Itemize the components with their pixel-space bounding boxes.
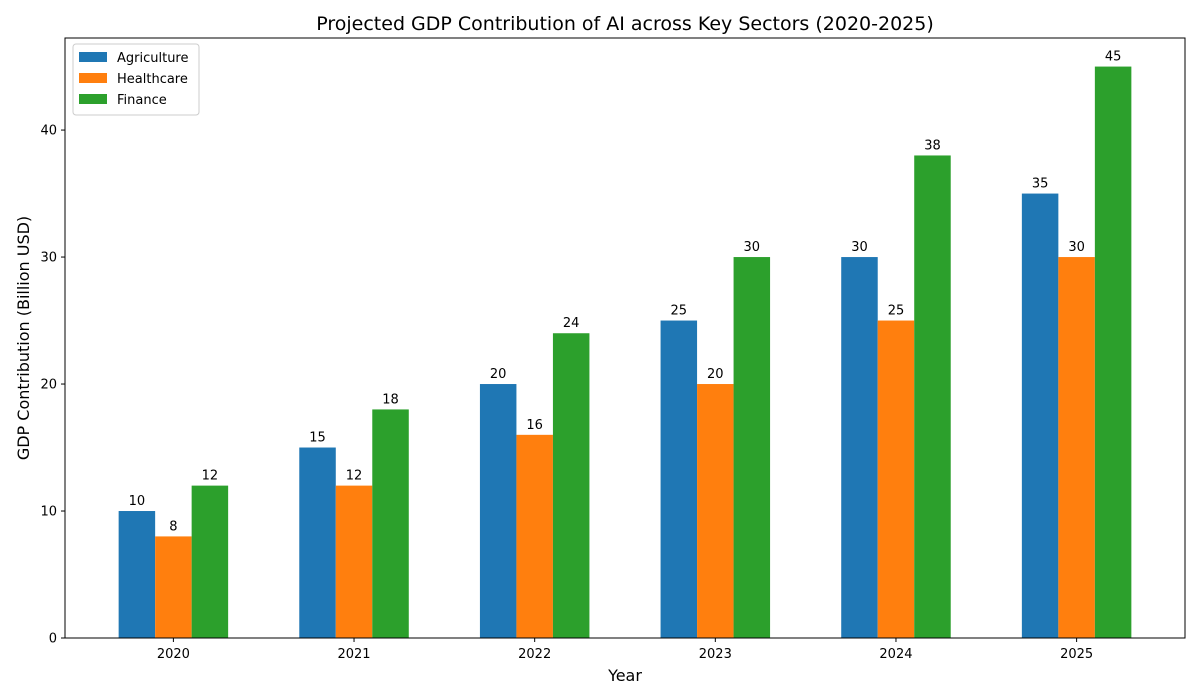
legend-swatch-finance [79, 94, 107, 104]
bar-healthcare-2021 [335, 485, 373, 638]
bar-agriculture-2025 [1021, 193, 1059, 638]
x-tick-label-2023: 2023 [699, 647, 732, 662]
y-axis-label: GDP Contribution (Billion USD) [14, 216, 33, 460]
data-label-finance-2023: 30 [744, 240, 761, 255]
legend-swatch-agriculture [79, 52, 107, 62]
y-tick-label-20: 20 [40, 378, 57, 393]
legend: Agriculture Healthcare Finance [72, 43, 200, 116]
y-tick-label-40: 40 [40, 124, 57, 139]
data-label-healthcare-2021: 12 [346, 469, 363, 484]
data-label-agriculture-2022: 20 [490, 367, 507, 382]
bar-finance-2020 [191, 485, 229, 638]
data-label-finance-2024: 38 [924, 138, 941, 153]
legend-label-finance: Finance [117, 93, 167, 108]
chart-title: Projected GDP Contribution of AI across … [316, 13, 934, 35]
x-tick-label-2025: 2025 [1060, 647, 1093, 662]
y-tick-label-10: 10 [40, 505, 57, 520]
bar-agriculture-2024 [841, 257, 878, 638]
data-label-agriculture-2024: 30 [851, 240, 868, 255]
bar-healthcare-2020 [155, 536, 192, 638]
bar-finance-2023 [733, 257, 771, 638]
y-tick-label-30: 30 [40, 251, 57, 266]
data-label-agriculture-2020: 10 [129, 494, 146, 509]
legend-swatch-healthcare [79, 73, 107, 83]
data-label-agriculture-2025: 35 [1032, 177, 1049, 192]
x-tick-label-2021: 2021 [337, 647, 370, 662]
data-label-finance-2025: 45 [1105, 50, 1122, 65]
x-tick-label-2022: 2022 [518, 647, 551, 662]
bar-agriculture-2023 [660, 320, 698, 638]
x-axis-label: Year [607, 666, 642, 685]
x-tick-label-2024: 2024 [879, 647, 912, 662]
x-tick-label-2020: 2020 [157, 647, 190, 662]
data-label-agriculture-2021: 15 [309, 431, 326, 446]
bar-healthcare-2023 [697, 384, 734, 638]
bar-finance-2021 [372, 409, 409, 638]
bar-healthcare-2025 [1058, 257, 1095, 638]
bar-healthcare-2024 [877, 320, 915, 638]
legend-label-healthcare: Healthcare [117, 72, 188, 87]
data-label-healthcare-2020: 8 [169, 519, 177, 534]
y-tick-label-0: 0 [49, 632, 57, 647]
axes-frame [64, 37, 1186, 639]
bar-finance-2022 [552, 333, 590, 638]
bar-agriculture-2021 [299, 447, 336, 638]
data-label-agriculture-2023: 25 [671, 304, 688, 319]
bar-healthcare-2022 [516, 434, 553, 638]
bar-agriculture-2022 [479, 384, 517, 638]
data-label-healthcare-2024: 25 [888, 304, 905, 319]
data-label-healthcare-2022: 16 [526, 418, 543, 433]
data-label-healthcare-2025: 30 [1068, 240, 1085, 255]
bar-agriculture-2020 [118, 511, 156, 638]
data-label-finance-2021: 18 [382, 392, 399, 407]
legend-label-agriculture: Agriculture [117, 51, 189, 66]
bar-finance-2024 [914, 155, 951, 638]
bar-finance-2025 [1094, 66, 1132, 638]
data-label-finance-2022: 24 [563, 316, 580, 331]
data-label-healthcare-2023: 20 [707, 367, 724, 382]
data-label-finance-2020: 12 [202, 469, 219, 484]
